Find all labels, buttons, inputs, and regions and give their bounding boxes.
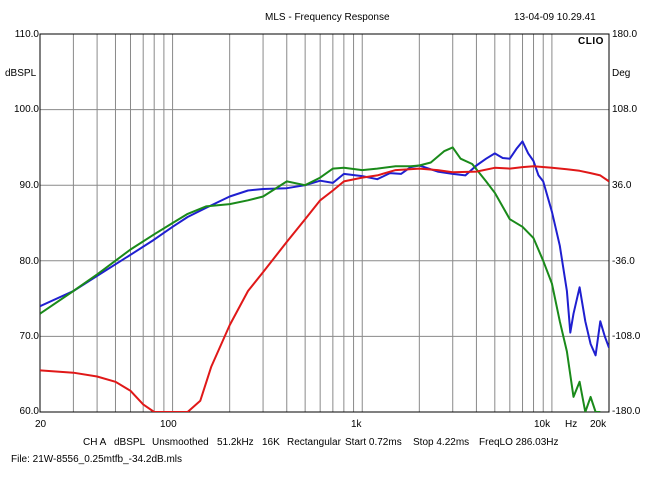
status-freqlo: FreqLO 286.03Hz xyxy=(479,437,559,448)
plot-background xyxy=(40,34,609,412)
left-tick-label: 90.0 xyxy=(19,180,39,191)
right-tick-label: -36.0 xyxy=(612,256,635,267)
status-sample-rate: 51.2kHz xyxy=(217,437,254,448)
x-tick-label: 1k xyxy=(351,419,362,430)
right-tick-label: -108.0 xyxy=(612,331,641,342)
left-axis-unit: dBSPL xyxy=(5,68,37,79)
status-smoothing: Unsmoothed xyxy=(152,437,209,448)
status-window: Rectangular xyxy=(287,437,341,448)
right-tick-label: 180.0 xyxy=(612,29,638,40)
series-line-blue xyxy=(40,140,609,357)
plot-frame xyxy=(39,33,610,413)
left-tick-label: 110.0 xyxy=(14,29,39,40)
x-tick-label: Hz xyxy=(565,419,578,430)
series-line-green xyxy=(40,146,601,412)
x-tick-label: 100 xyxy=(160,419,177,430)
right-axis-unit: Deg xyxy=(612,68,631,79)
left-tick-label: 100.0 xyxy=(13,104,39,115)
timestamp: 13-04-09 10.29.41 xyxy=(514,12,596,23)
brand-logo: CLIO xyxy=(578,36,604,47)
status-unit: dBSPL xyxy=(114,437,146,448)
left-tick-label: 70.0 xyxy=(19,331,39,342)
status-size: 16K xyxy=(262,437,280,448)
left-tick-label: 60.0 xyxy=(19,406,39,417)
left-tick-label: 80.0 xyxy=(19,256,39,267)
status-start: Start 0.72ms xyxy=(345,437,402,448)
x-tick-label: 20k xyxy=(590,419,607,430)
status-channel: CH A xyxy=(83,437,107,448)
right-tick-label: 36.0 xyxy=(612,180,632,191)
status-stop: Stop 4.22ms xyxy=(413,437,470,448)
right-tick-label: -180.0 xyxy=(612,406,641,417)
x-tick-label: 10k xyxy=(534,419,551,430)
x-tick-label: 20 xyxy=(35,419,47,430)
chart-title: MLS - Frequency Response xyxy=(265,12,390,23)
right-tick-label: 108.0 xyxy=(612,104,638,115)
series-line-red xyxy=(40,165,609,412)
file-name: File: 21W-8556_0.25mtfb_-34.2dB.mls xyxy=(11,454,183,465)
